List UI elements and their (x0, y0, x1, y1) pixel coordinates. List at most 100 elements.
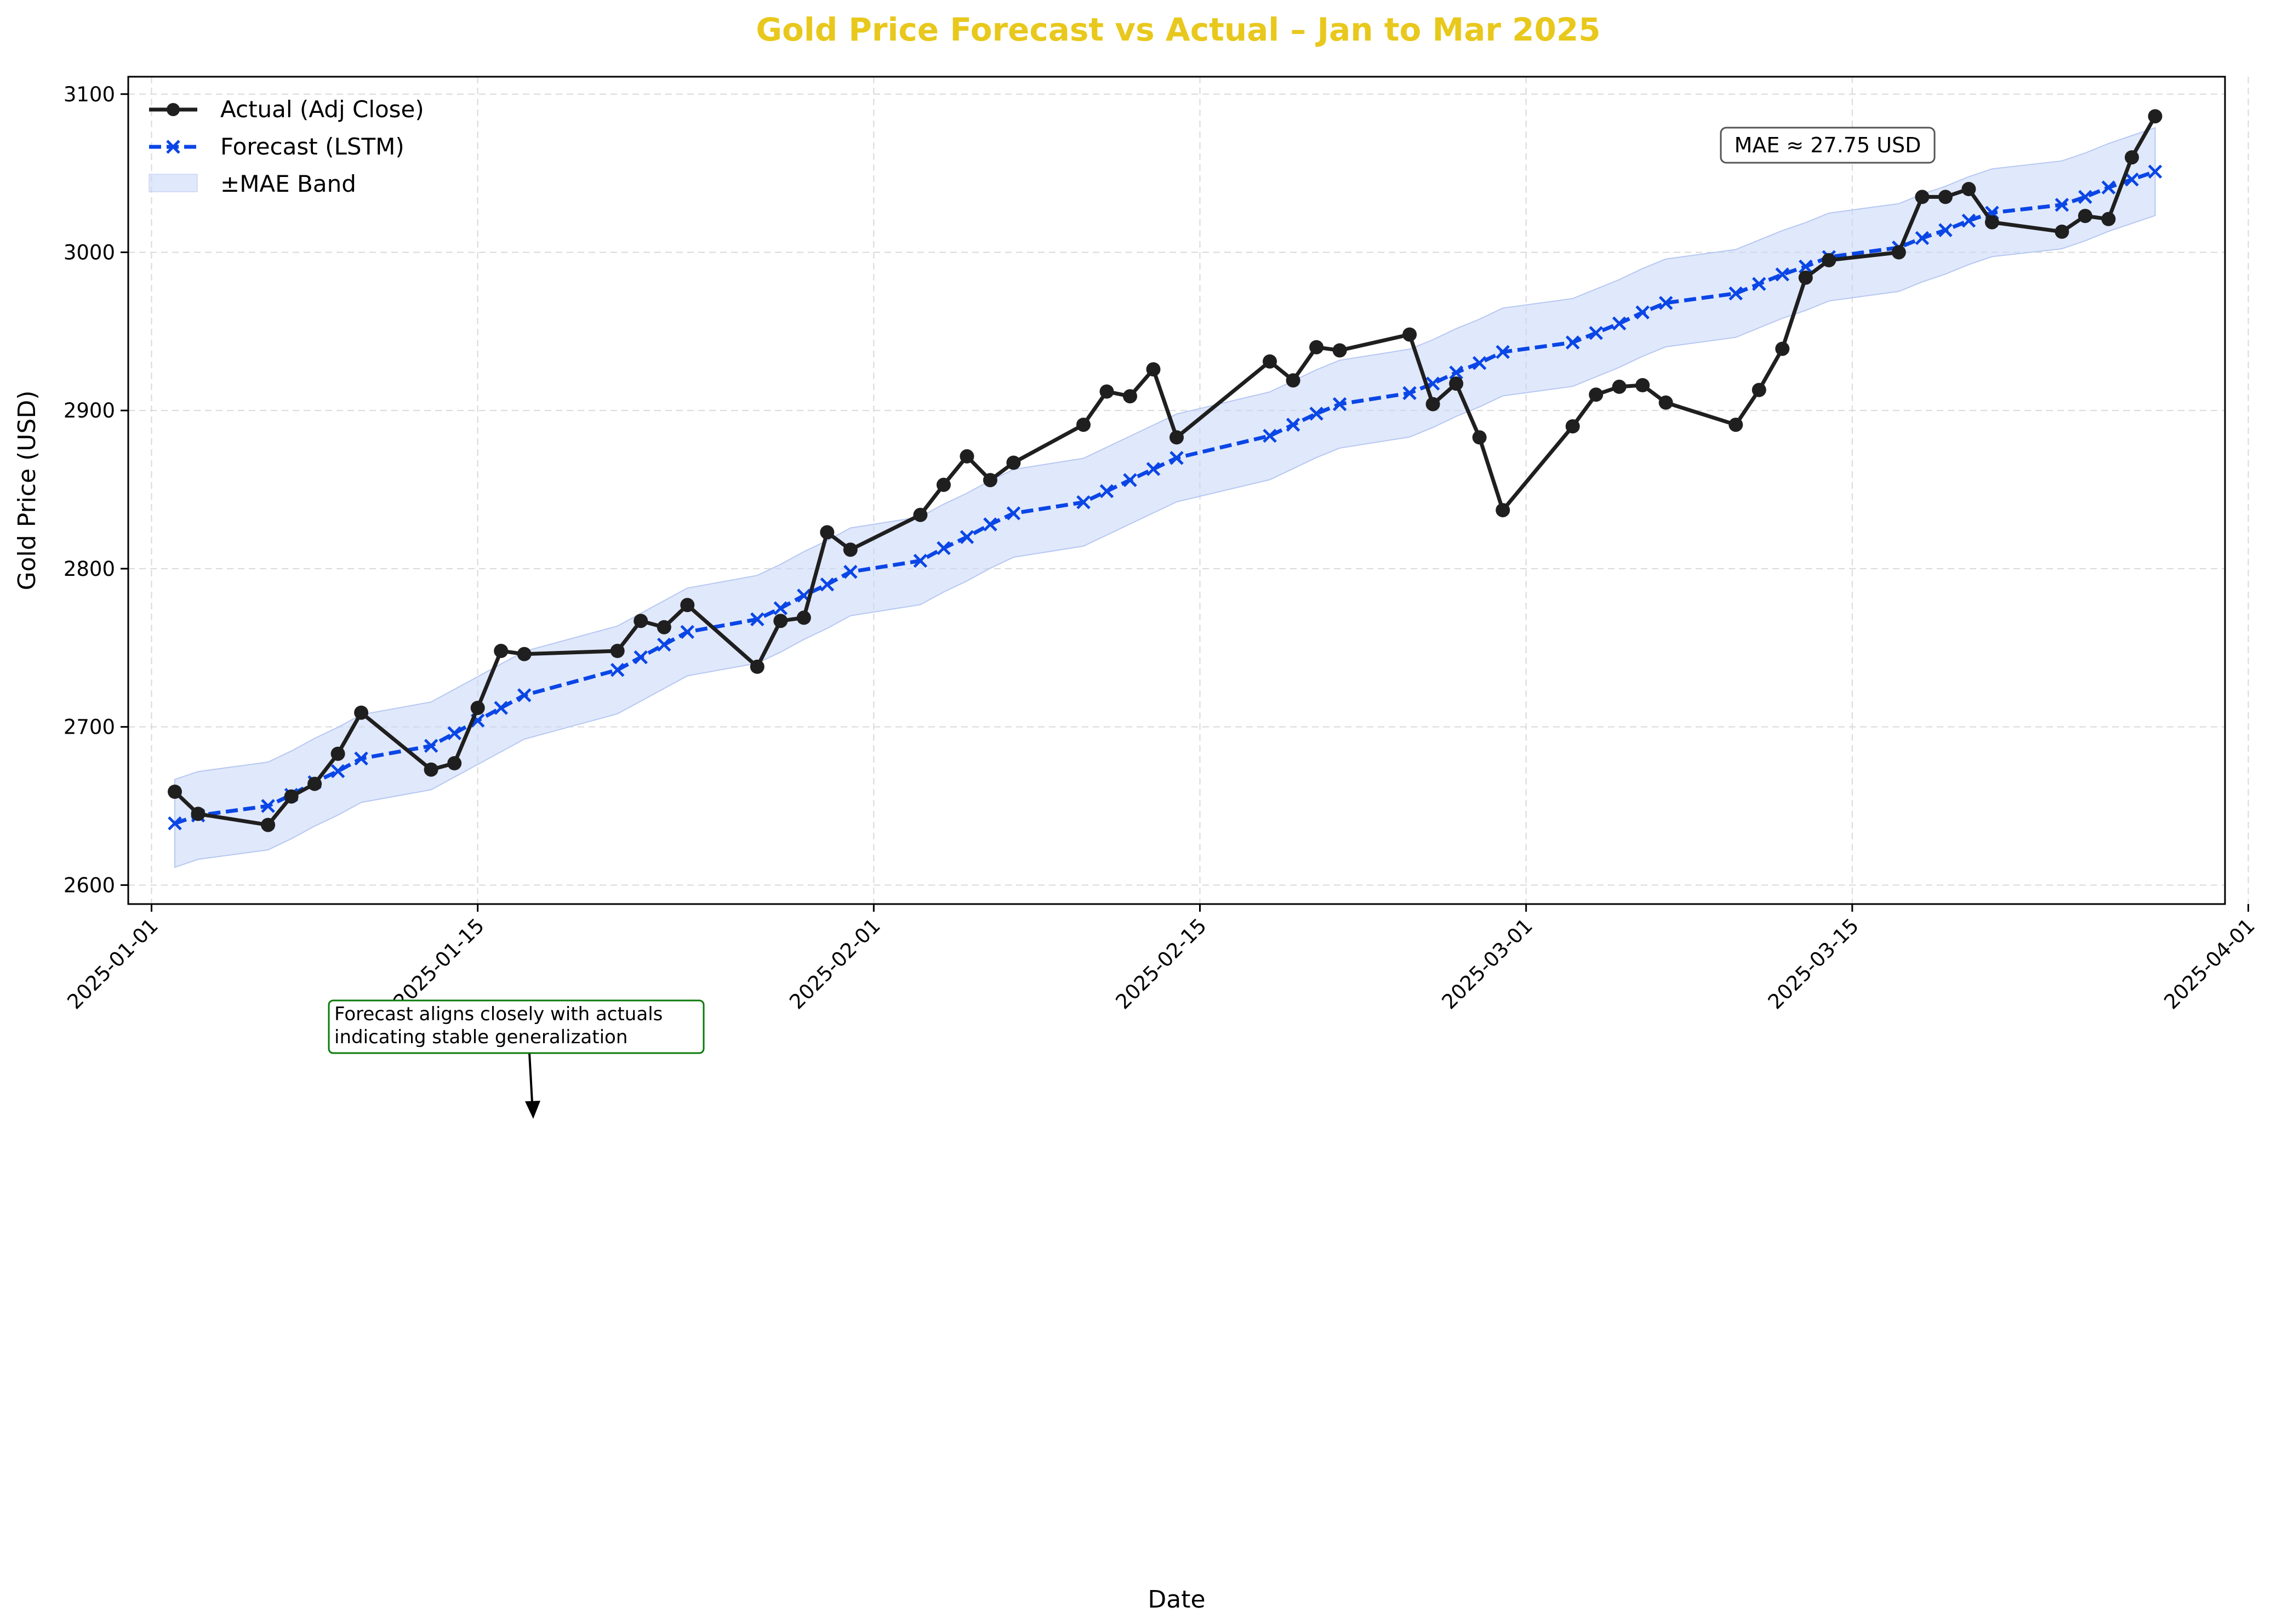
actual-point (354, 705, 369, 720)
annotation: Forecast aligns closely with actuals ind… (328, 999, 705, 1119)
forecast-point (1169, 451, 1184, 465)
plot-frame (127, 76, 2226, 905)
forecast-point (2148, 164, 2163, 179)
actual-point (634, 614, 648, 628)
forecast-point (1565, 335, 1580, 350)
y-tick-label: 2800 (64, 557, 115, 581)
actual-point (1123, 389, 1137, 404)
forecast-point (1915, 231, 1930, 245)
forecast-point (1309, 407, 1323, 421)
forecast-point (330, 764, 345, 779)
forecast-point (750, 612, 765, 627)
x-tick-label: 2025-01-01 (62, 914, 162, 1014)
mae-box: MAE ≈ 27.75 USD (1720, 127, 1936, 164)
actual-point (424, 762, 438, 777)
actual-point (773, 614, 788, 628)
y-axis-ticks: 2600 2700 2800 2900 3000 3100 (64, 83, 128, 897)
forecast-point (1961, 213, 1976, 228)
actual-point (1496, 503, 1510, 518)
forecast-point (843, 564, 858, 579)
actual-point (610, 644, 625, 658)
forecast-point (2078, 190, 2092, 204)
forecast-point (1752, 277, 1766, 291)
forecast-point (168, 816, 182, 831)
forecast-point (1635, 305, 1650, 319)
forecast-point (1146, 462, 1161, 476)
actual-point (1146, 362, 1161, 377)
y-axis-label: Gold Price (USD) (13, 391, 41, 591)
actual-point (1612, 379, 1627, 394)
actual-point (1402, 327, 1417, 342)
actual-point (1565, 419, 1580, 434)
actual-point (960, 449, 974, 464)
actual-point (1984, 215, 1999, 230)
forecast-point (2101, 180, 2116, 195)
actual-point (1728, 418, 1743, 432)
mae-band-layer (174, 127, 2156, 868)
forecast-point (773, 601, 788, 615)
forecast-line (174, 169, 2156, 826)
actual-point (1822, 253, 1836, 267)
x-tick-label: 2025-01-15 (389, 914, 489, 1014)
legend-item-forecast: Forecast (LSTM) (149, 133, 404, 160)
y-tick-label: 2700 (64, 716, 115, 739)
x-axis-ticks: 2025-01-01 2025-01-15 2025-02-01 2025-02-15… (62, 904, 2260, 1014)
forecast-point (610, 662, 625, 677)
actual-point (1891, 245, 1906, 260)
forecast-point (1402, 386, 1417, 401)
forecast-point (913, 553, 928, 568)
actual-point (796, 610, 811, 625)
forecast-point (2055, 198, 2069, 212)
actual-point (1263, 354, 1277, 369)
actual-point (750, 659, 765, 674)
forecast-point (1123, 473, 1137, 488)
actual-point (1169, 430, 1184, 445)
actual-point (913, 507, 928, 522)
actual-point (1938, 190, 1953, 204)
actual-point (494, 644, 509, 658)
actual-point (2101, 211, 2116, 226)
forecast-point (634, 650, 648, 665)
y-tick-label: 3000 (64, 241, 115, 264)
forecast-point (657, 637, 671, 652)
forecast-point (1589, 325, 1603, 340)
actual-point (1472, 430, 1487, 445)
forecast-point (983, 517, 997, 531)
actual-point (1961, 182, 1976, 196)
forecast-point (1099, 484, 1114, 499)
actual-point (1332, 343, 1347, 358)
actual-point (1286, 373, 1300, 388)
mae-band (174, 127, 2156, 868)
forecast-point (1612, 316, 1627, 331)
actual-point (1915, 190, 1930, 204)
x-tick-label: 2025-03-01 (1437, 914, 1537, 1014)
annotation-arrowhead (525, 1101, 540, 1119)
y-tick-label: 2900 (64, 399, 115, 422)
actual-point (983, 473, 997, 488)
forecast-point (354, 751, 368, 766)
forecast-point (447, 726, 461, 740)
actual-series (168, 109, 2163, 832)
actual-point (2125, 150, 2139, 165)
actual-point (191, 807, 206, 821)
legend-item-actual: Actual (Adj Close) (149, 96, 424, 123)
actual-point (820, 525, 835, 540)
forecast-point (517, 688, 532, 702)
annotation-box (328, 999, 705, 1054)
actual-point (680, 598, 695, 613)
actual-point (1798, 270, 1813, 285)
x-tick-label: 2025-03-15 (1764, 914, 1863, 1014)
actual-point (517, 647, 532, 661)
legend: Actual (Adj Close) Forecast (LSTM) ±MAE … (149, 96, 424, 197)
actual-point (2055, 224, 2069, 239)
forecast-point (2125, 172, 2139, 187)
annotation-line-2: indicating stable generalization (334, 1026, 627, 1048)
chart-title: Gold Price Forecast vs Actual – Jan to M… (756, 11, 1600, 48)
actual-point (447, 756, 462, 770)
mae-label: MAE ≈ 27.75 USD (1735, 133, 1921, 157)
forecast-point (1449, 365, 1463, 380)
forecast-point (1263, 428, 1277, 443)
actual-point (307, 776, 322, 791)
forecast-point (261, 799, 275, 813)
